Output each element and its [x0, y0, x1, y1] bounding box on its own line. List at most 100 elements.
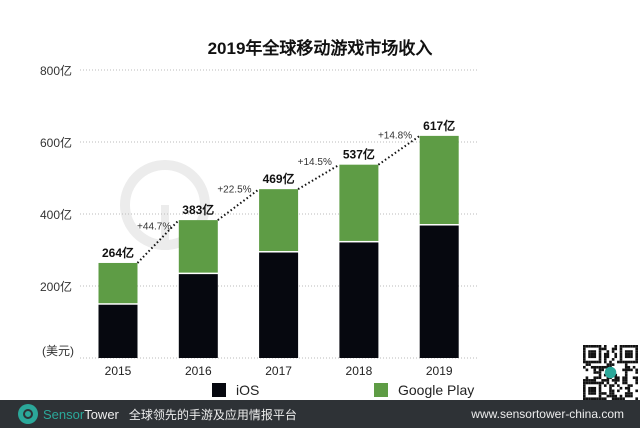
qr-module [590, 397, 594, 400]
xtick-label: 2018 [346, 364, 373, 378]
qr-module [598, 389, 602, 393]
website-link[interactable]: www.sensortower-china.com [471, 407, 624, 421]
qr-module [624, 365, 628, 369]
qr-module [583, 397, 586, 400]
bar-ios [419, 225, 459, 358]
growth-line [217, 188, 260, 221]
qr-module [627, 355, 631, 359]
qr-module [583, 381, 586, 385]
qr-module [622, 397, 625, 400]
qr-module [635, 368, 638, 372]
qr-module [627, 394, 631, 398]
qr-module [593, 381, 597, 385]
qr-module [619, 352, 623, 356]
qr-module [614, 394, 618, 398]
bar-google-play [178, 220, 218, 273]
qr-module [624, 355, 628, 359]
qr-module [588, 381, 591, 385]
qr-module [590, 389, 594, 393]
qr-module [614, 379, 618, 382]
qr-module [619, 355, 623, 359]
qr-module [590, 379, 594, 382]
qr-module [630, 394, 633, 398]
qr-module [603, 384, 607, 387]
qr-module [630, 345, 633, 348]
qr-module [627, 389, 631, 393]
qr-module [622, 376, 625, 380]
qr-code [583, 345, 638, 400]
qr-module [635, 376, 638, 380]
qr-module [624, 368, 628, 372]
qr-module [583, 379, 586, 382]
qr-module [596, 345, 599, 348]
legend-swatch [212, 383, 226, 397]
legend: iOS Google Play [0, 382, 640, 399]
qr-module [630, 392, 633, 395]
qr-module [622, 379, 625, 382]
legend-item-ios: iOS [212, 382, 259, 398]
qr-module [614, 345, 618, 348]
qr-module [588, 389, 591, 393]
qr-module [598, 350, 602, 353]
sensortower-logo-icon [18, 404, 38, 424]
qr-module [593, 365, 597, 369]
qr-module [611, 397, 615, 400]
qr-module [606, 379, 610, 382]
qr-module [601, 397, 604, 400]
qr-module [583, 389, 586, 393]
qr-module [598, 352, 602, 356]
brand-name: SensorTower [43, 407, 119, 422]
qr-module [583, 350, 586, 353]
qr-module [635, 381, 638, 385]
qr-module [632, 345, 636, 348]
qr-module [611, 363, 615, 366]
qr-module [590, 350, 594, 353]
qr-module [585, 368, 589, 372]
qr-module [635, 358, 638, 361]
qr-module [596, 381, 599, 385]
qr-module [590, 345, 594, 348]
qr-module [598, 358, 602, 361]
qr-module [635, 347, 638, 351]
qr-module [585, 379, 589, 382]
qr-module [606, 355, 610, 359]
growth-label: +44.7% [137, 222, 171, 233]
qr-module [588, 360, 591, 364]
qr-module [627, 384, 631, 387]
qr-module [606, 365, 610, 369]
slogan: 全球领先的手游及应用情报平台 [128, 407, 297, 422]
chart: 200亿 400亿 600亿 800亿 (美元) 264亿 2015 383亿 2016 469亿… [40, 63, 478, 378]
qr-module [590, 392, 594, 395]
qr-module [632, 365, 636, 369]
qr-module [606, 363, 610, 366]
qr-module [606, 376, 610, 380]
growth-label: +14.5% [298, 157, 332, 168]
qr-module [619, 386, 623, 390]
qr-module [593, 350, 597, 353]
qr-module [606, 352, 610, 356]
qr-module [606, 381, 610, 385]
qr-module [627, 345, 631, 348]
qr-module [590, 386, 594, 390]
qr-module [630, 360, 633, 364]
bar-ios [98, 304, 138, 358]
qr-module [614, 373, 618, 377]
unit-label: (美元) [42, 344, 74, 358]
qr-module [588, 397, 591, 400]
ytick-label: 800亿 [40, 63, 72, 78]
qr-module [617, 376, 620, 380]
qr-module [635, 345, 638, 348]
qr-module [598, 373, 602, 377]
qr-module [611, 384, 615, 387]
qr-module [603, 345, 607, 348]
qr-module [603, 355, 607, 359]
qr-module [596, 397, 599, 400]
qr-module [598, 386, 602, 390]
qr-module [583, 392, 586, 395]
qr-module [596, 360, 599, 364]
watermark [120, 160, 210, 250]
qr-module [627, 350, 631, 353]
qr-module [627, 352, 631, 356]
qr-module [598, 376, 602, 380]
legend-swatch [374, 383, 388, 397]
